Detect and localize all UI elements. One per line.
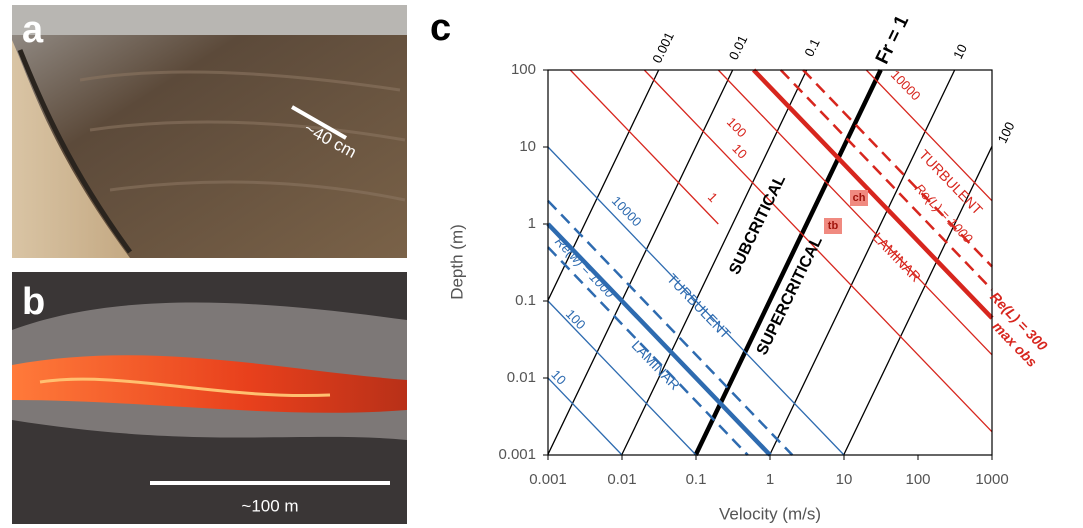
heavy-line (546, 222, 772, 457)
line-label: Fr = 1 (872, 12, 914, 68)
y-tick-label: 0.1 (515, 292, 536, 309)
photo-b: ~100 m b (12, 272, 407, 524)
line-label: 0.01 (726, 33, 751, 62)
line (547, 377, 623, 456)
annotation: Re(w) = 1000 (552, 234, 618, 301)
x-tick-label: 0.001 (529, 471, 567, 488)
y-tick-label: 0.01 (507, 369, 536, 386)
line (547, 69, 660, 301)
line-label: 0.001 (649, 30, 677, 66)
x-tick-label: 100 (905, 471, 930, 488)
line-label: 100 (563, 306, 589, 332)
panel-letter: b (22, 281, 45, 323)
line-label: 0.1 (801, 36, 822, 59)
panel-letter: c (430, 7, 451, 49)
x-tick-label: 1000 (975, 471, 1008, 488)
line (643, 69, 993, 433)
annotation: SUPERCRITICAL (754, 234, 826, 358)
line-label: 1 (705, 189, 721, 205)
annotation: TURBULENT (916, 146, 986, 218)
line-label: 100 (995, 119, 1018, 145)
x-tick-label: 0.01 (607, 471, 636, 488)
x-tick-label: 1 (766, 471, 774, 488)
dashed-line (802, 69, 993, 268)
photo-a: ~40 cm a (12, 5, 407, 258)
line (717, 69, 993, 356)
y-tick-label: 1 (528, 215, 536, 232)
scale-label: ~100 m (241, 496, 298, 515)
heavy-line (751, 68, 994, 320)
dashed-line (779, 69, 993, 291)
chart: c Velocity (m/s) Depth (m) 0.001 0.01 0.1 1… (430, 7, 1051, 523)
line (769, 69, 956, 456)
label-box (824, 218, 842, 234)
line (547, 146, 845, 456)
line-label: 10000 (609, 193, 645, 229)
y-axis-title: Depth (m) (447, 224, 466, 300)
line (547, 69, 734, 455)
line-label: 100 (724, 114, 750, 140)
panel-letter: a (22, 9, 44, 51)
line (843, 146, 993, 456)
x-axis-title: Velocity (m/s) (719, 504, 821, 523)
annotation: ch (853, 192, 866, 204)
label-box (850, 190, 868, 206)
plot-frame (547, 69, 993, 456)
line-label: 10 (950, 42, 970, 62)
dashed-line (547, 199, 794, 456)
line-label: 10 (729, 141, 750, 162)
line (547, 300, 697, 456)
x-tick-label: 0.1 (686, 471, 707, 488)
line (865, 69, 993, 202)
line (569, 69, 719, 225)
dashed-line (547, 246, 749, 456)
line-label: 10 (548, 367, 569, 388)
heavy-line (693, 69, 883, 456)
y-tick-label: 10 (519, 138, 536, 155)
y-tick-label: 0.001 (498, 446, 536, 463)
y-tick-label: 100 (511, 61, 536, 78)
x-tick-label: 10 (836, 471, 853, 488)
annotation: tb (828, 220, 839, 232)
line (621, 69, 808, 456)
